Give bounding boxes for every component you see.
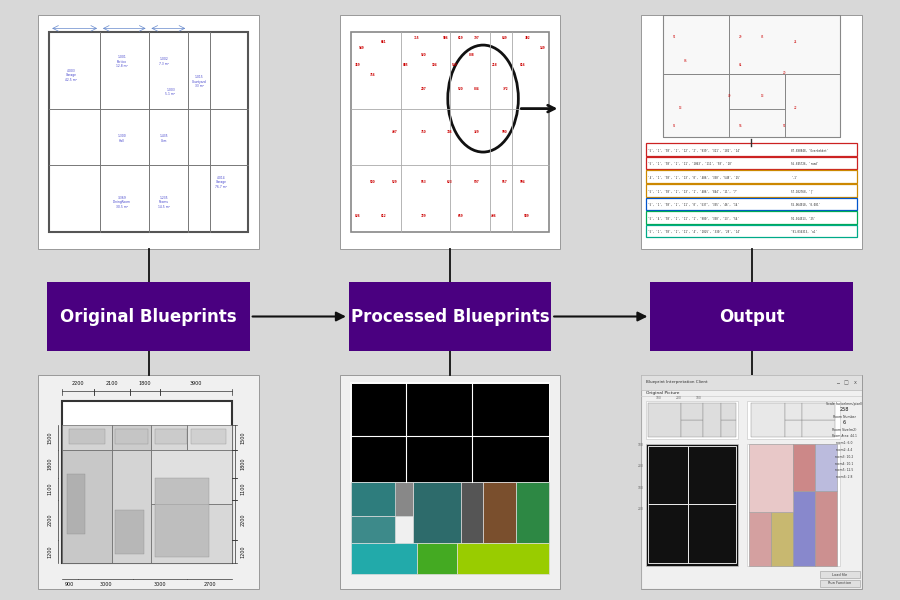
Bar [650,282,852,351]
Text: Original Blueprints: Original Blueprints [60,307,237,325]
Bar [39,375,259,589]
Bar [641,375,861,589]
Bar [39,15,259,249]
Bar [349,282,551,351]
Bar [641,15,861,249]
Bar [340,375,560,589]
Bar [340,15,560,249]
Text: Output: Output [719,307,784,325]
Bar [48,282,250,351]
Text: Processed Blueprints: Processed Blueprints [351,307,549,325]
